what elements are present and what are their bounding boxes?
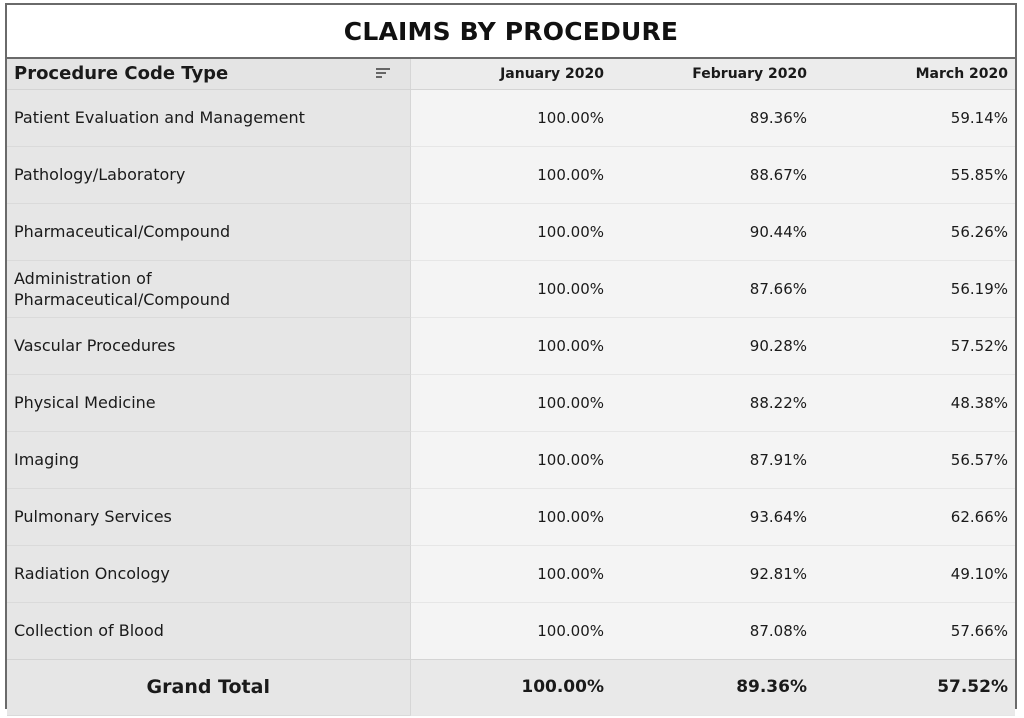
cell-february: 87.08% bbox=[611, 602, 814, 659]
cell-march: 49.10% bbox=[814, 545, 1015, 603]
cell-march: 55.85% bbox=[814, 146, 1015, 204]
row-label: Radiation Oncology bbox=[7, 545, 411, 603]
cell-january: 100.00% bbox=[410, 488, 611, 546]
row-label: Administration of Pharmaceutical/Compoun… bbox=[7, 260, 411, 318]
cell-march: 56.26% bbox=[814, 203, 1015, 261]
table-row: Administration of Pharmaceutical/Compoun… bbox=[7, 260, 1015, 318]
cell-january: 100.00% bbox=[410, 317, 611, 375]
table-row: Pulmonary Services 100.00% 93.64% 62.66% bbox=[7, 488, 1015, 546]
cell-february: 92.81% bbox=[611, 545, 814, 603]
header-row: Procedure Code Type January 2020 Februar… bbox=[7, 59, 1015, 90]
table-title: CLAIMS BY PROCEDURE bbox=[7, 5, 1015, 59]
row-label: Patient Evaluation and Management bbox=[7, 89, 411, 147]
grand-total-row: Grand Total 100.00% 89.36% 57.52% bbox=[7, 658, 1015, 716]
grand-total-january: 100.00% bbox=[410, 658, 611, 716]
cell-march: 62.66% bbox=[814, 488, 1015, 546]
header-procedure-code-type[interactable]: Procedure Code Type bbox=[7, 59, 411, 90]
cell-february: 90.28% bbox=[611, 317, 814, 375]
row-label: Collection of Blood bbox=[7, 602, 411, 659]
row-label: Physical Medicine bbox=[7, 374, 411, 432]
table-row: Physical Medicine 100.00% 88.22% 48.38% bbox=[7, 374, 1015, 432]
cell-february: 87.91% bbox=[611, 431, 814, 489]
grand-total-february: 89.36% bbox=[611, 658, 814, 716]
cell-march: 48.38% bbox=[814, 374, 1015, 432]
cell-march: 57.66% bbox=[814, 602, 1015, 659]
cell-january: 100.00% bbox=[410, 146, 611, 204]
table-row: Pathology/Laboratory 100.00% 88.67% 55.8… bbox=[7, 146, 1015, 204]
claims-table: Procedure Code Type January 2020 Februar… bbox=[7, 59, 1015, 716]
table-row: Vascular Procedures 100.00% 90.28% 57.52… bbox=[7, 317, 1015, 375]
row-label: Pulmonary Services bbox=[7, 488, 411, 546]
table-row: Imaging 100.00% 87.91% 56.57% bbox=[7, 431, 1015, 489]
cell-january: 100.00% bbox=[410, 89, 611, 147]
cell-january: 100.00% bbox=[410, 431, 611, 489]
cell-february: 89.36% bbox=[611, 89, 814, 147]
row-label: Vascular Procedures bbox=[7, 317, 411, 375]
cell-january: 100.00% bbox=[410, 374, 611, 432]
cell-march: 59.14% bbox=[814, 89, 1015, 147]
row-label-line-2: Pharmaceutical/Compound bbox=[14, 289, 231, 309]
header-february-2020[interactable]: February 2020 bbox=[611, 59, 814, 90]
row-label-line-1: Administration of bbox=[14, 268, 152, 288]
sort-icon[interactable] bbox=[375, 68, 390, 80]
cell-march: 56.57% bbox=[814, 431, 1015, 489]
grand-total-march: 57.52% bbox=[814, 658, 1015, 716]
header-procedure-label: Procedure Code Type bbox=[14, 63, 229, 85]
cell-january: 100.00% bbox=[410, 602, 611, 659]
claims-panel: CLAIMS BY PROCEDURE Procedure Code Type … bbox=[5, 3, 1017, 716]
cell-february: 90.44% bbox=[611, 203, 814, 261]
row-label: Imaging bbox=[7, 431, 411, 489]
cell-january: 100.00% bbox=[410, 203, 611, 261]
cell-march: 56.19% bbox=[814, 260, 1015, 318]
cell-february: 87.66% bbox=[611, 260, 814, 318]
table-row: Patient Evaluation and Management 100.00… bbox=[7, 89, 1015, 147]
cell-january: 100.00% bbox=[410, 545, 611, 603]
row-label: Pathology/Laboratory bbox=[7, 146, 411, 204]
cell-march: 57.52% bbox=[814, 317, 1015, 375]
header-january-2020[interactable]: January 2020 bbox=[410, 59, 611, 90]
cell-february: 93.64% bbox=[611, 488, 814, 546]
table-row: Radiation Oncology 100.00% 92.81% 49.10% bbox=[7, 545, 1015, 603]
cell-january: 100.00% bbox=[410, 260, 611, 318]
header-march-2020[interactable]: March 2020 bbox=[814, 59, 1015, 90]
row-label: Pharmaceutical/Compound bbox=[7, 203, 411, 261]
grand-total-label: Grand Total bbox=[7, 658, 411, 716]
table-row: Collection of Blood 100.00% 87.08% 57.66… bbox=[7, 602, 1015, 659]
cell-february: 88.67% bbox=[611, 146, 814, 204]
cell-february: 88.22% bbox=[611, 374, 814, 432]
table-row: Pharmaceutical/Compound 100.00% 90.44% 5… bbox=[7, 203, 1015, 261]
